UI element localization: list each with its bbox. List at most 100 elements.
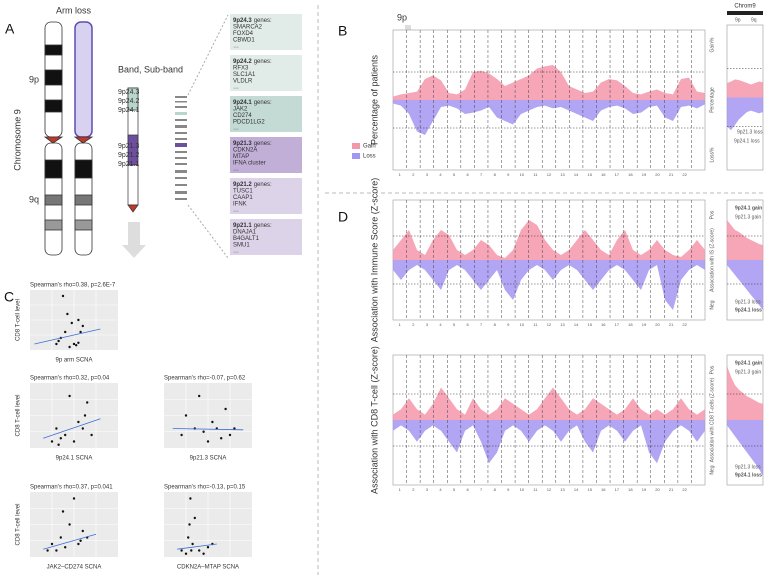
area-gain [727,79,763,98]
band-name: 9p24.2 [233,59,252,65]
point [70,321,74,325]
trend-line [43,418,101,439]
chromosome-label: 18 [628,172,633,177]
chromosome-label: 14 [574,322,579,327]
chromosome-label: 8 [494,487,497,492]
gene-name: IFNA cluster [233,161,266,167]
point [75,344,78,347]
chromosome-label: 11 [533,172,538,177]
x-axis-label: CDKN2A–MTAP SCNA [177,565,239,571]
point [206,546,210,549]
y-axis-label: Association with Immune Score (Z-score) [369,178,379,343]
point [224,407,227,411]
area-gain [727,365,763,420]
point [68,345,71,349]
chromosome-label: 11 [533,487,538,492]
point [206,440,210,443]
area-loss [393,260,705,310]
connector [187,14,229,259]
point [77,318,80,322]
plot-title: Spearman's rho=-0.13, p=0.15 [164,485,246,491]
band-label: 9p24.2 [118,98,140,105]
point [72,342,76,346]
gene-box [230,96,302,132]
point [193,516,196,520]
point [61,510,65,513]
chromosome-label: 1 [399,322,402,327]
chromosome-label: 14 [574,172,579,177]
chromosome-label: 19 [642,487,647,492]
axis-label: Chromosome 9 [12,109,22,171]
gene-box [230,14,302,50]
ellipsis: … [233,208,239,214]
area-gain [727,220,763,260]
region-title: 9p [397,12,407,22]
gene-name: CBWD1 [233,38,255,44]
chromosome-label: 5 [453,172,456,177]
genes-suffix: genes: [254,141,272,147]
ellipsis: … [233,167,239,173]
point [198,394,201,398]
point [68,394,71,398]
point [191,542,194,546]
panel-label: C [4,289,14,305]
panel-label: B [338,23,347,39]
chromosome-label: 16 [601,487,606,492]
ellipsis: … [233,249,239,255]
band-name: 9p21.2 [233,182,252,188]
point [63,546,67,549]
arrow [122,222,146,258]
plot-title: Spearman's rho=0.38, p=2.6E-7 [30,283,116,289]
area-gain [393,387,705,420]
area-loss [727,260,763,310]
point [86,401,89,404]
point [190,549,193,552]
chromosome-label: 10 [520,172,525,177]
panel-label: D [338,209,348,225]
point [189,497,192,500]
point [220,437,223,440]
chromosome-label: 21 [669,487,674,492]
side-note: 9p21.3 loss [735,299,761,305]
chromosome-label: 19 [642,322,647,327]
chromosome-label: 7 [480,172,483,177]
side-label: Gain% [709,37,715,53]
band-label: 9p21.1 [118,161,140,168]
chromosome-label: 10 [520,322,525,327]
point [57,339,60,343]
point [202,430,205,433]
point [198,549,201,552]
chromosome-label: 20 [655,322,660,327]
band-name: 9p21.1 [233,223,252,229]
point [77,542,80,546]
chromosome-label: 3 [426,322,429,327]
gene-name: TUSC1 [233,189,253,195]
side-note: 9p21.3 loss [735,464,761,470]
point [50,542,54,546]
side-label: Percentage [709,87,715,113]
chromosome-label: 15 [587,172,592,177]
gene-name: SMARCA2 [233,25,263,31]
chromosome-label: 19 [642,172,647,177]
point [63,433,67,437]
chromosome-label: 22 [682,172,687,177]
side-label: Pos [709,210,715,219]
chromosome-label: 21 [669,322,674,327]
point [55,427,58,430]
chromosome-label: 14 [574,487,579,492]
point [72,440,76,443]
point [228,433,232,437]
plot-title: Spearman's rho=0.32, p=0.04 [30,376,110,382]
gene-name: RFX3 [233,66,249,72]
gene-name: JAK2 [233,107,248,113]
side-label: Neg [709,465,715,474]
point [57,443,60,446]
genes-suffix: genes: [254,223,272,229]
band-chromosome [127,87,139,213]
chromosome-label: 6 [466,487,469,492]
chromosome-label: 7 [480,322,483,327]
gene-name: CDKN2A [233,148,257,154]
band-label: 9p24.3 [118,89,140,96]
gene-name: FOXD4 [233,31,254,37]
point [77,341,80,344]
